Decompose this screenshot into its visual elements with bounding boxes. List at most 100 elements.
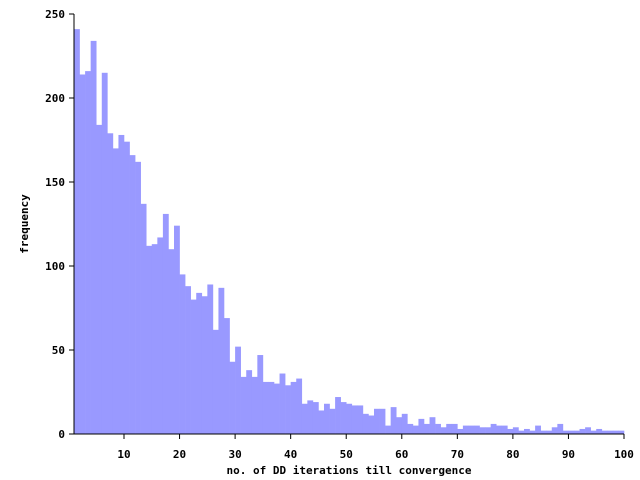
histogram-bar [474,425,480,434]
histogram-bar [101,72,108,435]
histogram-bar [190,299,197,434]
x-tick-label: 10 [117,448,130,461]
y-tick-label: 150 [45,176,65,189]
histogram-bar [485,427,491,434]
histogram-bar [496,425,503,434]
histogram-bar [546,430,553,434]
histogram-bar [107,133,114,434]
y-tick-label: 100 [45,260,65,273]
histogram-bar [568,430,575,434]
histogram-bar [540,430,547,434]
histogram-bar [462,425,469,434]
histogram-bar [90,40,97,434]
histogram-bar [346,403,353,434]
histogram-bar [285,385,291,434]
histogram-bar [385,425,391,434]
histogram-bar [424,423,430,434]
histogram-bar [335,397,341,434]
axes [73,14,624,435]
y-tick-label: 0 [58,428,65,441]
histogram-bar [601,430,608,434]
histogram-bar [185,286,191,434]
histogram-bar [135,161,141,434]
histogram-bar [329,408,336,434]
x-tick-label: 70 [451,448,464,461]
histogram-bar [240,376,247,434]
histogram-bar [468,425,475,434]
histogram-bar [440,427,447,434]
histogram-bar [279,373,286,434]
histogram-bar [112,148,119,434]
histogram-bar [418,418,425,434]
histogram-bar [512,427,519,434]
histogram-bar [390,407,397,434]
x-tick-label: 80 [506,448,519,461]
histogram-bar [407,423,414,434]
histogram-bar [501,425,508,434]
histogram-bar [596,428,603,434]
histogram-bar [174,225,180,434]
histogram-bar [612,430,619,434]
histogram-bar [507,428,514,434]
y-axis-label: frequency [18,194,31,254]
histogram-bar [85,71,91,435]
y-tick-label: 200 [45,92,65,105]
x-tick-label: 20 [173,448,186,461]
histogram-bar [179,274,186,434]
histogram-bar [479,427,486,434]
histogram-bar [246,370,253,434]
histogram-bar [557,423,564,434]
histogram-bar [257,355,264,434]
histogram-bar [118,134,125,434]
histogram-bar [207,284,214,434]
histogram-bar [96,124,103,434]
histogram-bar [451,423,458,434]
histogram-bar [396,417,403,434]
histogram-bar [162,213,169,434]
histogram-bar [435,423,441,434]
y-tick-label: 50 [52,344,65,357]
histogram-bar [307,400,314,434]
histogram-bar [312,402,319,434]
histogram-bar [412,425,419,434]
histogram-bar [446,423,453,434]
histogram-bar [551,427,558,434]
histogram-bar [157,237,164,434]
histogram-bar [379,408,386,434]
histogram-bar [490,423,497,434]
histogram-bar [262,381,269,434]
y-tick-label: 250 [45,8,65,21]
x-tick-label: 100 [614,448,634,461]
histogram-bar [196,292,203,434]
histogram-bar [340,402,347,434]
histogram-bar [201,296,208,434]
histogram-bar [351,405,358,434]
x-tick-label: 90 [562,448,575,461]
histogram-bar [562,430,569,434]
histogram-bar [212,329,219,434]
histogram-bar [574,430,580,434]
x-tick-label: 40 [284,448,297,461]
histogram-bar [79,74,86,434]
histogram-bar [268,381,275,434]
histogram-bar [362,413,369,434]
x-tick-label: 60 [395,448,408,461]
histogram-bar [535,425,541,434]
histogram-bar [168,249,175,434]
histogram-bar [607,430,614,434]
histogram-bar [457,428,464,434]
histogram-bar [374,408,380,434]
histogram-bar [224,318,230,434]
x-axis-label: no. of DD iterations till convergence [226,464,471,477]
histogram-bar [229,361,236,434]
histogram-bar [357,405,364,434]
y-ticks: 0 50 100 150 200 250 [45,8,74,441]
histogram-bar [129,155,136,434]
histogram-bar [151,244,158,434]
histogram-bars [74,29,625,435]
x-tick-label: 30 [228,448,241,461]
histogram-bar [618,430,625,434]
histogram-bar [301,403,308,434]
x-tick-label: 50 [340,448,353,461]
